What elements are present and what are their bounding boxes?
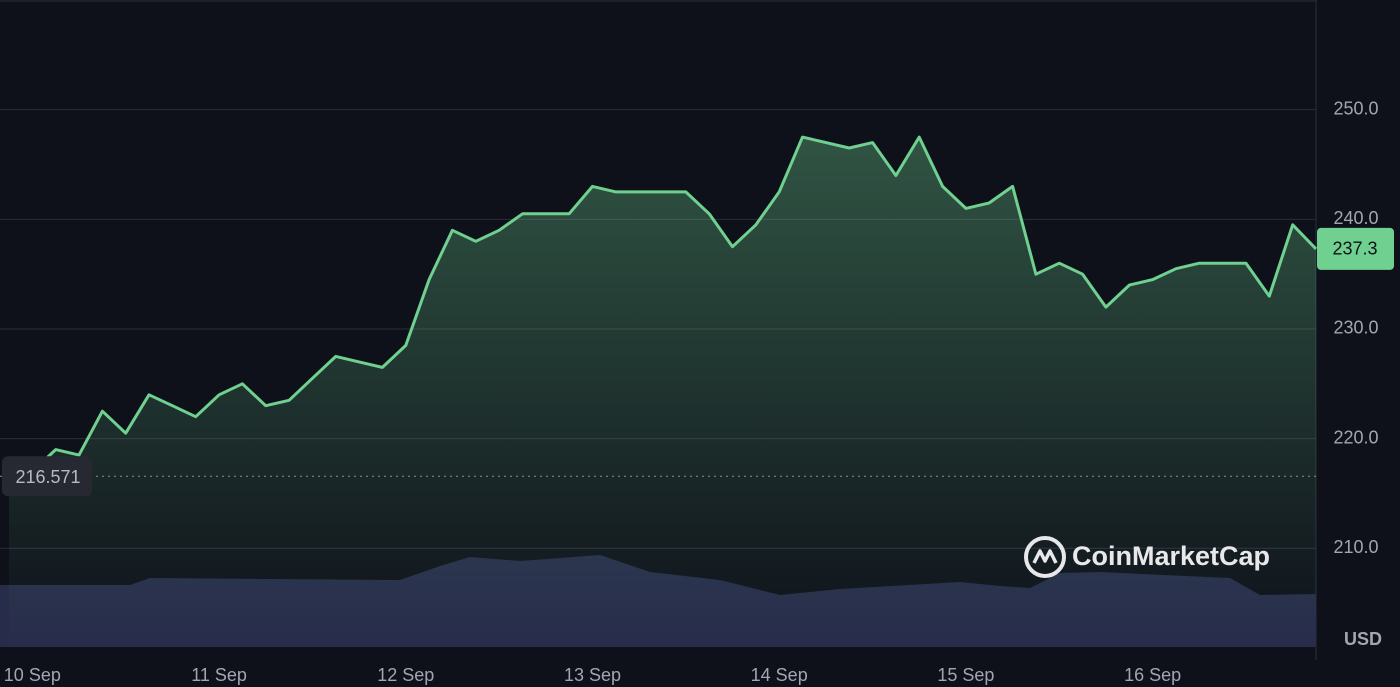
current-price-label: 237.3 xyxy=(1332,239,1377,259)
open-price-label: 216.571 xyxy=(15,467,80,487)
y-tick-label: 230.0 xyxy=(1333,318,1378,338)
x-tick-label: 13 Sep xyxy=(564,665,621,685)
x-tick-label: 10 Sep xyxy=(4,665,61,685)
current-price-box xyxy=(1317,227,1394,270)
price-line xyxy=(8,135,1318,478)
x-tick-label: 11 Sep xyxy=(191,665,247,685)
x-tick-label: 12 Sep xyxy=(377,665,434,685)
x-tick-label: 16 Sep xyxy=(1124,665,1181,685)
plot: 210.0 220.0 230.0 240.0 250.0 10 Sep 11 Sep 12 … xyxy=(0,98,1379,685)
price-area xyxy=(9,137,1316,647)
y-tick-label: 220.0 xyxy=(1333,427,1378,447)
y-tick-label: 250.0 xyxy=(1333,98,1378,118)
x-tick-label: 14 Sep xyxy=(751,665,808,685)
y-tick-label: 210.0 xyxy=(1333,537,1378,557)
open-price-box xyxy=(2,456,92,497)
x-tick-label: 15 Sep xyxy=(937,665,994,685)
y-tick-label: 240.0 xyxy=(1333,208,1378,228)
currency-label: USD xyxy=(1344,629,1382,649)
watermark: CoinMarketCap xyxy=(1072,541,1270,571)
watermark-logo xyxy=(1024,536,1066,578)
